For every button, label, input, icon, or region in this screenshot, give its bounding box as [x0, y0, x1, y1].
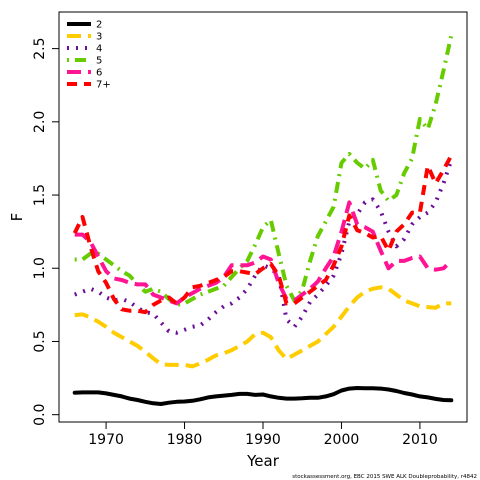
y-axis-title: F — [8, 213, 26, 222]
legend-label-1: 2 — [96, 20, 102, 31]
y-axis: 0.0 0.5 1.0 1.5 2.0 2.5 — [32, 37, 59, 426]
plot-frame — [58, 11, 468, 423]
x-axis: 1970 1980 1990 2000 2010 — [88, 422, 438, 448]
y-tick-label-4: 2.0 — [32, 111, 48, 133]
y-tick-label-2: 1.0 — [32, 257, 48, 279]
series-line-6 — [72, 154, 454, 315]
legend-label-6: 7+ — [96, 80, 111, 91]
x-tick-label-1990: 1990 — [245, 432, 281, 448]
x-tick-label-1970: 1970 — [88, 432, 124, 448]
footer-credit: stockassessment.org, EBC 2015 SWE ALK Do… — [292, 474, 477, 480]
legend-label-4: 5 — [96, 56, 102, 67]
series-line-4 — [74, 34, 454, 307]
x-tick-label-2000: 2000 — [324, 432, 360, 448]
series-line-3 — [74, 159, 454, 335]
y-tick-label-3: 1.5 — [32, 184, 48, 206]
series-line-2 — [74, 285, 452, 369]
y-tick-label-1: 0.5 — [32, 330, 48, 352]
series-line-1 — [72, 386, 454, 406]
series-line-5 — [74, 200, 453, 306]
legend-label-2: 3 — [96, 32, 102, 43]
series-lines — [72, 34, 454, 406]
x-tick-label-1980: 1980 — [167, 432, 203, 448]
legend-label-5: 6 — [96, 68, 102, 79]
x-axis-title: Year — [246, 452, 280, 470]
y-tick-label-5: 2.5 — [32, 37, 48, 59]
legend-label-3: 4 — [96, 44, 102, 55]
y-tick-label-0: 0.0 — [32, 404, 48, 426]
x-tick-label-2010: 2010 — [402, 432, 438, 448]
